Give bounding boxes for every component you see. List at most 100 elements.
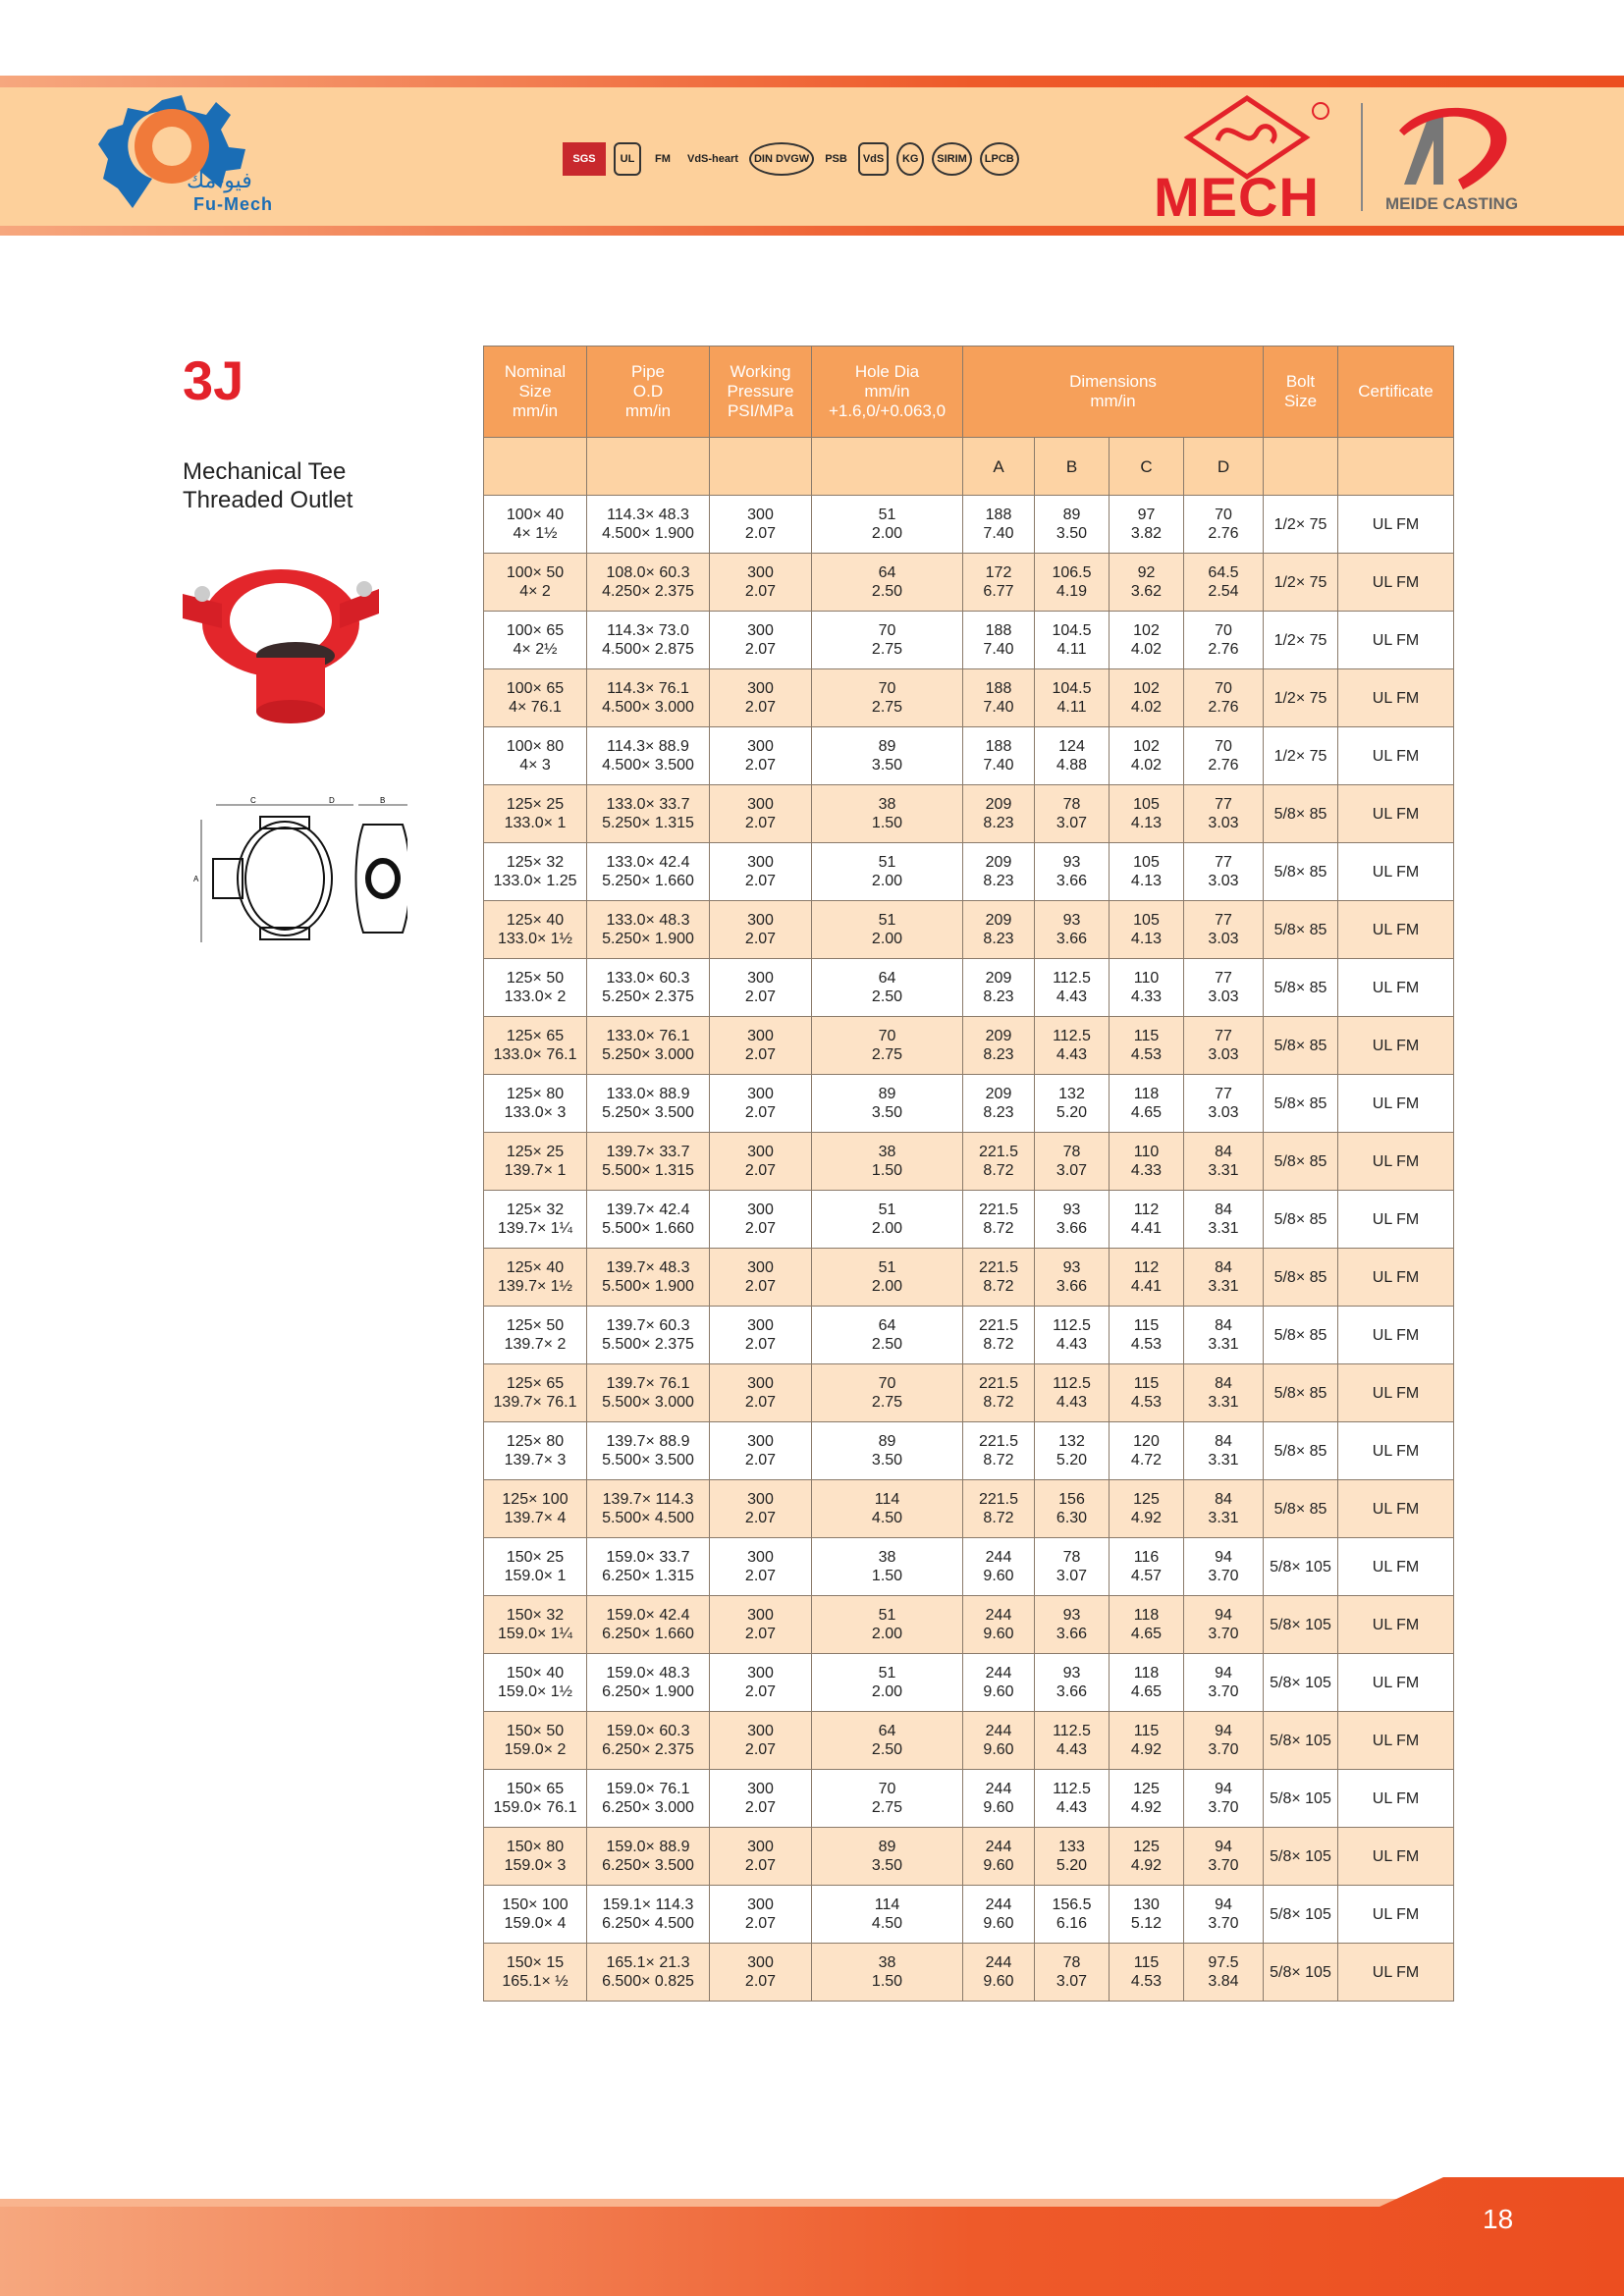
cell-pipe-od: 133.0× 88.9 5.250× 3.500 xyxy=(586,1074,710,1133)
cell-certificate: UL FM xyxy=(1337,1827,1454,1886)
cell-hole-dia: 70 2.75 xyxy=(811,1363,963,1422)
cell-bolt-size: 5/8× 85 xyxy=(1263,1248,1338,1307)
cell-hole-dia: 70 2.75 xyxy=(811,1016,963,1075)
cell-hole-dia: 64 2.50 xyxy=(811,958,963,1017)
cell-dim-c: 115 4.92 xyxy=(1109,1711,1184,1770)
cell-bolt-size: 5/8× 85 xyxy=(1263,1363,1338,1422)
cell-dim-c: 116 4.57 xyxy=(1109,1537,1184,1596)
cell-dim-b: 112.5 4.43 xyxy=(1034,1016,1110,1075)
cell-hole-dia: 89 3.50 xyxy=(811,1827,963,1886)
cell-certificate: UL FM xyxy=(1337,1421,1454,1480)
cell-nominal-size: 125× 65 139.7× 76.1 xyxy=(483,1363,587,1422)
cell-hole-dia: 64 2.50 xyxy=(811,1306,963,1364)
cell-working-pressure: 300 2.07 xyxy=(709,1074,812,1133)
cell-bolt-size: 5/8× 105 xyxy=(1263,1943,1338,2002)
table-row: 150× 80 159.0× 3 159.0× 88.9 6.250× 3.500… xyxy=(483,1827,1454,1886)
cell-bolt-size: 5/8× 105 xyxy=(1263,1595,1338,1654)
table-row: 150× 65 159.0× 76.1 159.0× 76.1 6.250× 3.… xyxy=(483,1769,1454,1828)
cell-certificate: UL FM xyxy=(1337,1943,1454,2002)
cell-bolt-size: 5/8× 85 xyxy=(1263,784,1338,843)
logo-divider xyxy=(1361,103,1363,211)
table-row: 100× 65 4× 76.1 114.3× 76.1 4.500× 3.000 3… xyxy=(483,668,1454,727)
cell-dim-c: 115 4.53 xyxy=(1109,1943,1184,2002)
cell-bolt-size: 5/8× 85 xyxy=(1263,958,1338,1017)
cell-bolt-size: 5/8× 85 xyxy=(1263,842,1338,901)
cell-nominal-size: 150× 25 159.0× 1 xyxy=(483,1537,587,1596)
cert-logo: FM xyxy=(655,153,671,165)
cell-certificate: UL FM xyxy=(1337,726,1454,785)
cell-pipe-od: 139.7× 42.4 5.500× 1.660 xyxy=(586,1190,710,1249)
cell-hole-dia: 51 2.00 xyxy=(811,1595,963,1654)
cell-dim-d: 84 3.31 xyxy=(1183,1248,1264,1307)
cell-dim-b: 78 3.07 xyxy=(1034,784,1110,843)
header-bolt-size: Bolt Size xyxy=(1263,346,1338,438)
cell-working-pressure: 300 2.07 xyxy=(709,1016,812,1075)
cell-pipe-od: 159.0× 48.3 6.250× 1.900 xyxy=(586,1653,710,1712)
drawing-label-d: D xyxy=(329,796,335,805)
table-row: 125× 65 133.0× 76.1 133.0× 76.1 5.250× 3.… xyxy=(483,1016,1454,1075)
cell-certificate: UL FM xyxy=(1337,668,1454,727)
header-pipe-od: Pipe O.D mm/in xyxy=(586,346,710,438)
cell-dim-a: 188 7.40 xyxy=(962,611,1035,669)
cell-hole-dia: 64 2.50 xyxy=(811,553,963,612)
cell-dim-d: 77 3.03 xyxy=(1183,1074,1264,1133)
cell-nominal-size: 125× 40 139.7× 1½ xyxy=(483,1248,587,1307)
cell-working-pressure: 300 2.07 xyxy=(709,1132,812,1191)
cell-dim-b: 93 3.66 xyxy=(1034,1248,1110,1307)
cell-nominal-size: 150× 100 159.0× 4 xyxy=(483,1885,587,1944)
cell-pipe-od: 159.0× 88.9 6.250× 3.500 xyxy=(586,1827,710,1886)
cell-dim-b: 112.5 4.43 xyxy=(1034,958,1110,1017)
drawing-label-b: B xyxy=(380,796,385,805)
cell-certificate: UL FM xyxy=(1337,1306,1454,1364)
cell-dim-d: 84 3.31 xyxy=(1183,1132,1264,1191)
table-row: 150× 32 159.0× 1¼ 159.0× 42.4 6.250× 1.66… xyxy=(483,1595,1454,1654)
cell-nominal-size: 100× 50 4× 2 xyxy=(483,553,587,612)
cell-bolt-size: 5/8× 105 xyxy=(1263,1769,1338,1828)
table-row: 125× 25 133.0× 1 133.0× 33.7 5.250× 1.315… xyxy=(483,784,1454,843)
cell-certificate: UL FM xyxy=(1337,1016,1454,1075)
table-row: 125× 32 133.0× 1.25 133.0× 42.4 5.250× 1.… xyxy=(483,842,1454,901)
cell-dim-d: 70 2.76 xyxy=(1183,668,1264,727)
cell-dim-b: 112.5 4.43 xyxy=(1034,1769,1110,1828)
cell-certificate: UL FM xyxy=(1337,842,1454,901)
cert-logo: SIRIM xyxy=(932,142,972,176)
cell-dim-a: 244 9.60 xyxy=(962,1943,1035,2002)
cell-working-pressure: 300 2.07 xyxy=(709,1363,812,1422)
cell-dim-b: 156.5 6.16 xyxy=(1034,1885,1110,1944)
cell-working-pressure: 300 2.07 xyxy=(709,1190,812,1249)
cell-working-pressure: 300 2.07 xyxy=(709,1711,812,1770)
cell-nominal-size: 125× 40 133.0× 1½ xyxy=(483,900,587,959)
cell-nominal-size: 125× 80 139.7× 3 xyxy=(483,1421,587,1480)
footer-band xyxy=(0,2177,1624,2296)
cell-nominal-size: 125× 50 133.0× 2 xyxy=(483,958,587,1017)
cell-dim-d: 84 3.31 xyxy=(1183,1306,1264,1364)
cell-dim-a: 244 9.60 xyxy=(962,1885,1035,1944)
cell-working-pressure: 300 2.07 xyxy=(709,1421,812,1480)
table-row: 125× 65 139.7× 76.1 139.7× 76.1 5.500× 3.… xyxy=(483,1363,1454,1422)
cell-certificate: UL FM xyxy=(1337,1479,1454,1538)
cell-pipe-od: 139.7× 60.3 5.500× 2.375 xyxy=(586,1306,710,1364)
cell-dim-d: 77 3.03 xyxy=(1183,958,1264,1017)
cert-logo: UL xyxy=(614,142,641,176)
cell-pipe-od: 139.7× 33.7 5.500× 1.315 xyxy=(586,1132,710,1191)
product-code: 3J xyxy=(183,349,244,411)
cell-certificate: UL FM xyxy=(1337,611,1454,669)
subheader-empty xyxy=(483,437,587,496)
cell-certificate: UL FM xyxy=(1337,1132,1454,1191)
cert-logo: SGS xyxy=(563,142,606,176)
cell-hole-dia: 51 2.00 xyxy=(811,1190,963,1249)
table-row: 100× 50 4× 2 108.0× 60.3 4.250× 2.375 300 … xyxy=(483,553,1454,612)
subheader-empty xyxy=(709,437,812,496)
cell-dim-d: 70 2.76 xyxy=(1183,495,1264,554)
cell-dim-a: 172 6.77 xyxy=(962,553,1035,612)
cert-logo: DIN DVGW xyxy=(748,142,815,176)
cell-dim-d: 77 3.03 xyxy=(1183,1016,1264,1075)
cell-dim-a: 244 9.60 xyxy=(962,1537,1035,1596)
spec-table: Nominal Size mm/in Pipe O.D mm/in Workin… xyxy=(483,346,1454,2002)
cell-dim-c: 92 3.62 xyxy=(1109,553,1184,612)
cell-hole-dia: 114 4.50 xyxy=(811,1885,963,1944)
table-row: 125× 80 133.0× 3 133.0× 88.9 5.250× 3.500… xyxy=(483,1074,1454,1133)
cell-dim-a: 188 7.40 xyxy=(962,726,1035,785)
cell-working-pressure: 300 2.07 xyxy=(709,1479,812,1538)
cell-certificate: UL FM xyxy=(1337,1885,1454,1944)
